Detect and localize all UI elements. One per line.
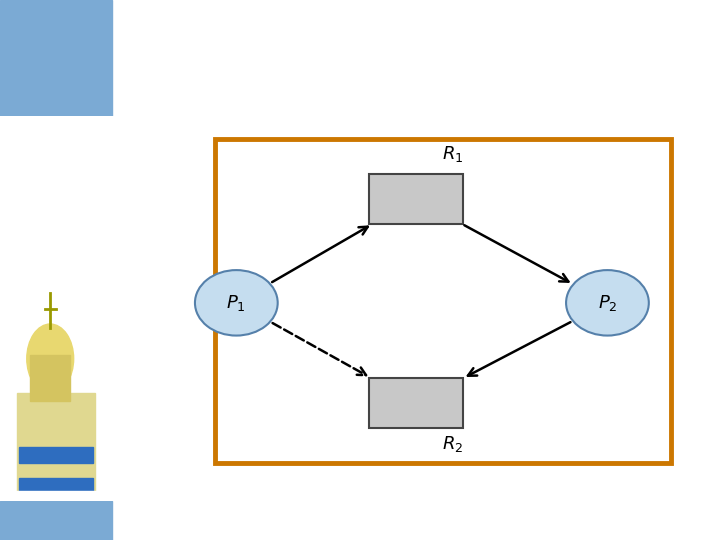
Ellipse shape [27,324,73,393]
Text: $P_2$: $P_2$ [598,293,617,313]
Text: Unsafe State In Resource-Allocation: Unsafe State In Resource-Allocation [122,18,720,47]
Bar [0,491,112,501]
Text: page 16: page 16 [667,516,713,525]
Text: 11/10/2020: 11/10/2020 [119,516,183,525]
Text: $R_2$: $R_2$ [441,434,463,454]
Text: CSE 30341: Operating Systems Principles: CSE 30341: Operating Systems Principles [244,516,476,525]
Ellipse shape [566,270,649,335]
Ellipse shape [195,270,278,335]
FancyBboxPatch shape [369,378,463,428]
Text: $P_1$: $P_1$ [227,293,246,313]
Bar [19,447,93,463]
FancyBboxPatch shape [215,139,671,463]
FancyBboxPatch shape [369,174,463,224]
Text: $R_1$: $R_1$ [441,144,463,164]
Bar [0,501,112,540]
Bar [0,0,112,116]
Bar [19,478,93,494]
Bar [30,355,71,401]
Text: Graph: Graph [122,74,226,103]
Bar [17,393,95,501]
